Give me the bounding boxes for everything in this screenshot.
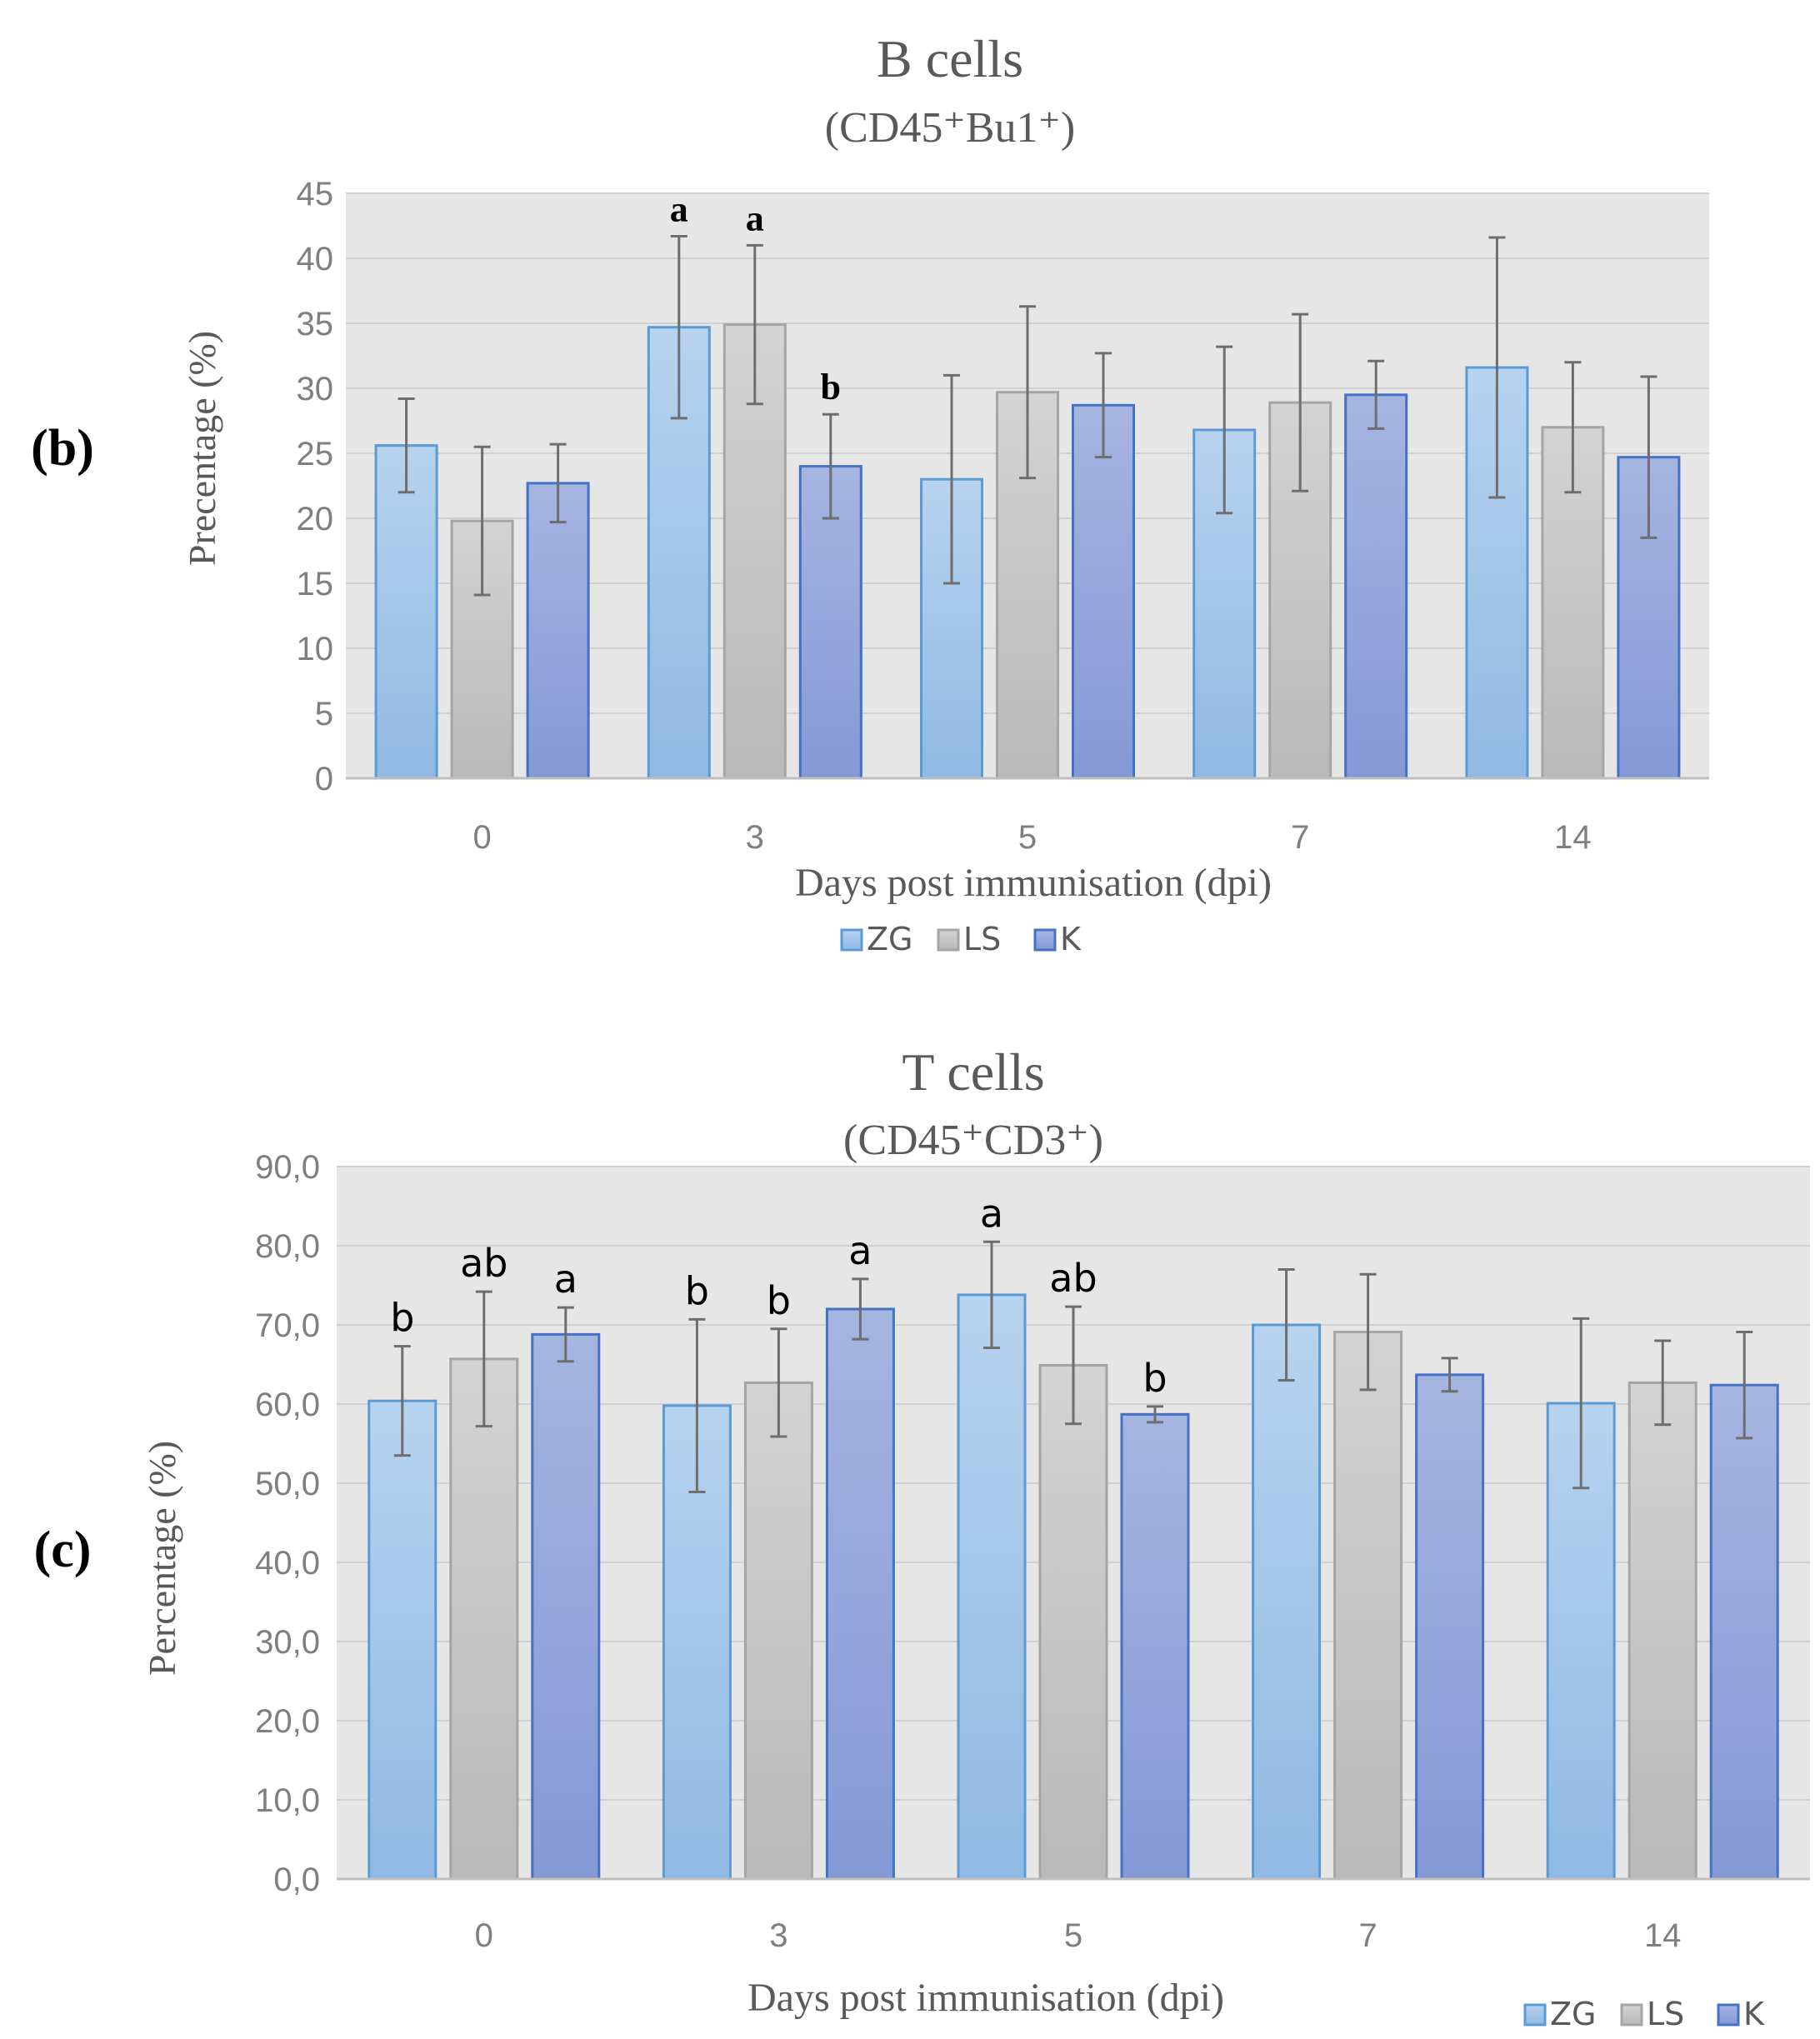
bar-zg (368, 1399, 438, 1881)
y-tick-label: 25 (297, 436, 334, 472)
y-tick-label: 30,0 (255, 1624, 320, 1661)
y-tick-label: 20,0 (255, 1703, 320, 1740)
chart-subtitle: (CD45⁺CD3⁺) (843, 1117, 1103, 1164)
significance-label: a (554, 1257, 578, 1302)
significance-label: a (980, 1191, 1003, 1236)
bar-k (1072, 403, 1135, 780)
bar-k (1120, 1412, 1190, 1881)
significance-label: ab (460, 1241, 508, 1286)
legend-label: LS (1647, 1996, 1684, 2032)
y-axis-ticks: 0,0 10,0 20,0 30,0 40,0 50,0 60,0 70,0 80,0 90,0 (255, 1149, 320, 1898)
panel-label: (b) (31, 420, 94, 477)
y-tick-label: 80,0 (255, 1228, 320, 1265)
significance-label: b (821, 367, 841, 407)
x-tick-label: 3 (769, 1917, 788, 1954)
bar-k (825, 1307, 895, 1881)
significance-label: ab (1049, 1256, 1097, 1301)
y-tick-label: 70,0 (255, 1307, 320, 1344)
y-tick-label: 0 (315, 761, 333, 797)
y-tick-label: 50,0 (255, 1466, 320, 1502)
legend-swatch-k (1717, 2003, 1740, 2027)
significance-label: b (390, 1296, 414, 1341)
x-axis-label: Days post immunisation (dpi) (748, 1976, 1224, 2020)
x-axis-label: Days post immunisation (dpi) (795, 861, 1272, 905)
chart-title: T cells (902, 1042, 1044, 1102)
legend-label: K (1743, 1996, 1765, 2032)
bar-ls (1628, 1381, 1698, 1881)
y-tick-label: 20 (297, 501, 334, 537)
bar-zg (1252, 1323, 1322, 1881)
bar-ls (743, 1381, 813, 1881)
significance-label: b (767, 1278, 791, 1323)
panel-b: (b) B cells (CD45⁺Bu1⁺) 0510152025303540… (31, 29, 1709, 957)
legend-label: ZG (867, 921, 912, 957)
x-tick-label: 14 (1554, 819, 1592, 856)
x-tick-label: 3 (746, 819, 764, 856)
bar-ls (1038, 1363, 1108, 1881)
legend-swatch-zg (840, 928, 863, 952)
x-tick-label: 0 (475, 1917, 493, 1954)
y-tick-label: 10 (297, 631, 334, 667)
bar-zg (957, 1293, 1027, 1881)
legend: ZG LS K (840, 921, 1082, 957)
bar-k (1709, 1383, 1779, 1881)
legend-label: LS (963, 921, 1001, 957)
x-tick-label: 7 (1291, 819, 1309, 856)
y-tick-label: 40 (297, 241, 334, 277)
x-axis-ticks: 0 3 5 7 14 (472, 819, 1591, 856)
x-tick-label: 0 (472, 819, 491, 856)
y-axis-label: Precentage (%) (181, 331, 223, 566)
x-axis-ticks: 0 3 5 7 14 (475, 1917, 1682, 1954)
y-tick-label: 45 (297, 176, 334, 212)
y-tick-label: 35 (297, 306, 334, 342)
x-tick-label: 14 (1644, 1917, 1682, 1954)
bar-k (1344, 393, 1408, 780)
chart-title: B cells (877, 29, 1023, 88)
y-tick-label: 15 (297, 566, 334, 602)
y-axis-label: Percentage (%) (141, 1441, 183, 1676)
bar-k (1415, 1373, 1485, 1881)
legend: ZG LS K (1523, 1996, 1765, 2032)
y-tick-label: 5 (315, 696, 333, 732)
chart-subtitle: (CD45⁺Bu1⁺) (825, 104, 1075, 152)
y-tick-label: 30 (297, 371, 334, 407)
bars: a a b (374, 188, 1681, 780)
legend-swatch-zg (1523, 2003, 1547, 2027)
y-tick-label: 0,0 (273, 1862, 320, 1898)
legend-swatch-ls (937, 928, 960, 952)
x-tick-label: 5 (1064, 1917, 1082, 1954)
bar-k (526, 482, 590, 780)
bar-k (531, 1332, 601, 1881)
bar-ls (449, 1357, 519, 1881)
significance-label: b (1142, 1356, 1167, 1401)
bar-zg (1192, 428, 1257, 780)
y-axis-ticks: 0 5 10 15 20 25 30 35 40 45 (297, 176, 334, 797)
significance-label: a (848, 1228, 872, 1273)
bar-ls (1333, 1331, 1403, 1881)
legend-swatch-ls (1620, 2003, 1643, 2027)
legend-label: ZG (1550, 1996, 1596, 2032)
significance-label: a (746, 197, 764, 238)
significance-label: a (670, 188, 688, 229)
y-tick-label: 60,0 (255, 1387, 320, 1423)
y-tick-label: 90,0 (255, 1149, 320, 1186)
legend-swatch-k (1033, 928, 1057, 952)
legend-label: K (1060, 921, 1082, 957)
x-tick-label: 5 (1018, 819, 1037, 856)
y-tick-label: 40,0 (255, 1545, 320, 1582)
panel-c: (c) T cells (CD45⁺CD3⁺) 0,0 10,0 20,0 30,0 4… (34, 1042, 1810, 2032)
significance-label: b (685, 1268, 709, 1313)
bar-zg (374, 444, 438, 780)
x-tick-label: 7 (1358, 1917, 1377, 1954)
panel-label: (c) (34, 1522, 92, 1578)
y-tick-label: 10,0 (255, 1782, 320, 1819)
